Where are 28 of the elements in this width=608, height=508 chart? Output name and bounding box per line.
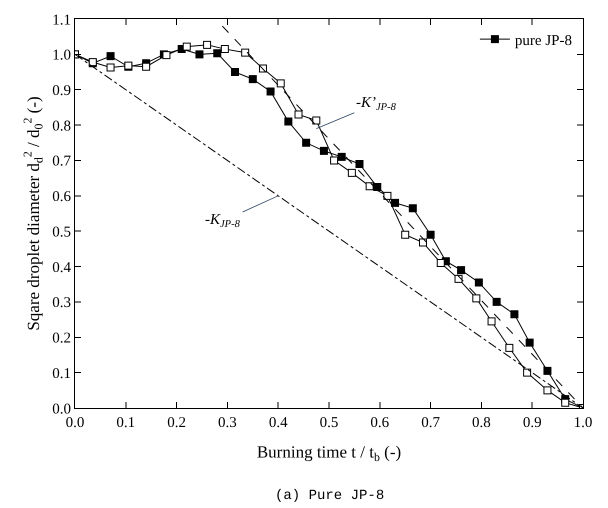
y-tick-label: 0.2 (52, 330, 71, 347)
x-tick-label: 0.6 (370, 415, 390, 431)
x-tick-label: 1.0 (574, 415, 592, 431)
y-tick-label: 1.0 (52, 48, 71, 64)
x-tick-label: 0.3 (218, 415, 237, 431)
y-tick-label: 1.1 (52, 12, 71, 28)
y-tick-label: 0.1 (52, 366, 71, 382)
x-tick-label: 0.8 (472, 415, 491, 431)
y-tick-label: 0.7 (52, 154, 72, 170)
y-tick-label: 0.9 (52, 82, 71, 99)
x-tick-label: 0.0 (66, 415, 84, 431)
y-tick-label: 0.0 (52, 401, 71, 418)
legend-label: pure JP-8 (514, 32, 572, 49)
x-tick-label: 0.7 (421, 415, 440, 431)
x-tick-label: 0.1 (116, 415, 136, 431)
x-axis-title: Burning time t / t$_{b}$ (-) (256, 442, 402, 464)
y-tick-label: 0.8 (52, 118, 71, 134)
x-tick-label: 0.9 (522, 415, 542, 431)
y-tick-label: 0.5 (52, 224, 71, 240)
x-tick-label: 0.2 (167, 415, 186, 431)
x-tick-label: 0.5 (320, 415, 338, 431)
annotation: -K$_{JP-8}$ (205, 212, 241, 230)
annotation: -K’$_{JP-8}$ (356, 95, 397, 114)
y-tick-label: 0.4 (52, 260, 72, 276)
x-tick-label: 0.4 (268, 415, 288, 431)
text: (a) Pure JP-8 (275, 488, 384, 504)
y-tick-label: 0.6 (52, 189, 72, 206)
y-tick-label: 0.3 (52, 295, 71, 312)
